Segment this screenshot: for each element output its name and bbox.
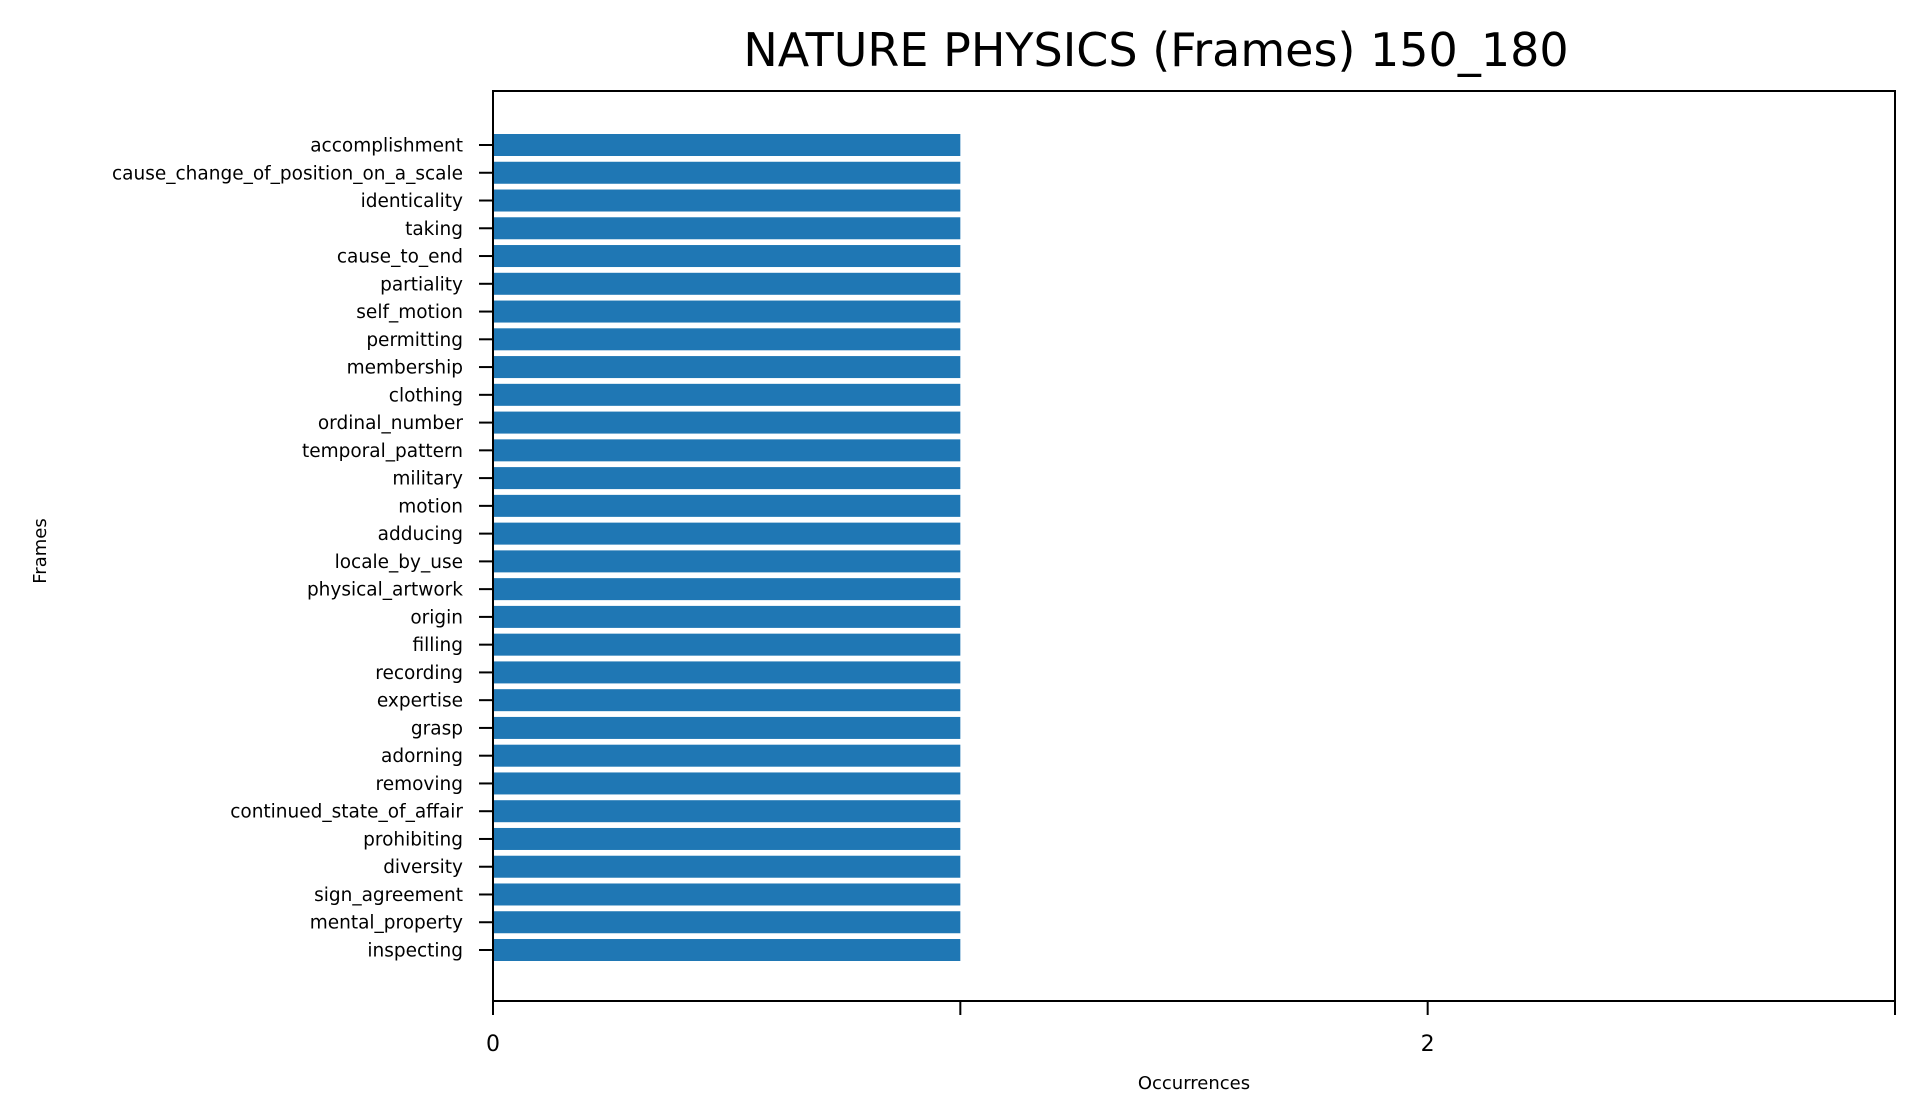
bar-sign-agreement <box>493 883 961 906</box>
y-tick-label: sign_agreement <box>314 885 463 906</box>
bar-diversity <box>493 855 961 878</box>
y-tick-label: accomplishment <box>310 136 463 157</box>
bar-filling <box>493 633 961 656</box>
y-tick-label: mental_property <box>310 913 463 934</box>
y-tick-label: continued_state_of_affair <box>230 802 463 823</box>
y-tick-label: recording <box>375 663 463 684</box>
x-axis-label: Occurrences <box>1138 1073 1250 1094</box>
y-tick-label: temporal_pattern <box>302 441 463 462</box>
bar-origin <box>493 605 961 628</box>
bar-ordinal-number <box>493 411 961 434</box>
bar-locale-by-use <box>493 550 961 573</box>
y-tick-label: locale_by_use <box>335 552 463 573</box>
bar-military <box>493 467 961 490</box>
bar-taking <box>493 217 961 240</box>
y-tick-label: removing <box>376 774 463 795</box>
y-tick-label: filling <box>412 635 463 656</box>
y-axis-label: Frames <box>30 518 51 583</box>
y-tick-label: inspecting <box>367 941 463 962</box>
y-tick-label: identicality <box>361 191 463 212</box>
y-tick-label: adducing <box>378 524 463 545</box>
y-tick-label: adorning <box>381 746 463 767</box>
x-tick-label: 2 <box>1421 1032 1435 1057</box>
y-tick-label: self_motion <box>356 302 463 323</box>
bar-prohibiting <box>493 827 961 850</box>
y-tick-label: physical_artwork <box>307 580 463 601</box>
plot-frame <box>492 90 1896 1002</box>
bar-inspecting <box>493 939 961 961</box>
y-tick-label: expertise <box>377 691 463 712</box>
y-tick-label: taking <box>405 219 463 240</box>
bar-recording <box>493 661 961 684</box>
bar-accomplishment <box>493 134 961 156</box>
y-tick-label: origin <box>410 607 463 628</box>
chart-title: NATURE PHYSICS (Frames) 150_180 <box>743 23 1568 77</box>
bar-permitting <box>493 328 961 351</box>
y-tick-label: diversity <box>383 857 463 878</box>
bar-continued-state-of-affair <box>493 800 961 823</box>
y-tick-label: ordinal_number <box>318 413 464 434</box>
y-tick-label: cause_change_of_position_on_a_scale <box>112 163 463 184</box>
y-tick-label: cause_to_end <box>337 247 463 268</box>
bar-grasp <box>493 716 961 739</box>
x-tick-label: 0 <box>486 1032 500 1057</box>
y-tick-label: permitting <box>366 330 463 351</box>
bar-motion <box>493 494 961 517</box>
bar-temporal-pattern <box>493 439 961 462</box>
y-tick-label: prohibiting <box>363 829 463 850</box>
bar-partiality <box>493 272 961 295</box>
bar-clothing <box>493 383 961 406</box>
bar-cause-to-end <box>493 245 961 268</box>
bar-mental-property <box>493 911 961 934</box>
y-tick-label: membership <box>347 358 463 379</box>
y-tick-label: motion <box>398 496 463 517</box>
y-tick-label: grasp <box>411 718 463 739</box>
bar-cause-change-of-position-on-a-scale <box>493 161 961 184</box>
bar-adducing <box>493 522 961 545</box>
bar-expertise <box>493 689 961 712</box>
bar-adorning <box>493 744 961 767</box>
bar-physical-artwork <box>493 578 961 601</box>
bar-self-motion <box>493 300 961 323</box>
bars-group <box>493 134 961 961</box>
bar-membership <box>493 356 961 379</box>
y-tick-label: military <box>392 469 463 490</box>
y-tick-label: clothing <box>389 385 463 406</box>
bar-removing <box>493 772 961 795</box>
bar-identicality <box>493 189 961 212</box>
y-tick-label: partiality <box>380 274 463 295</box>
y-ticks-group: accomplishment cause_change_of_position_o… <box>112 136 493 962</box>
